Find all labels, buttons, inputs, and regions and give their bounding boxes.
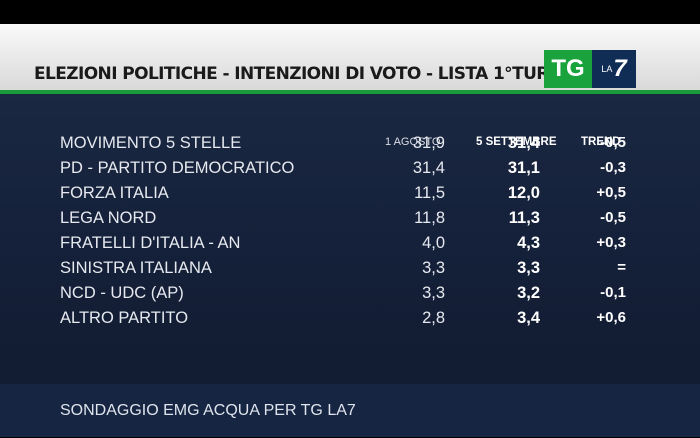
value-5-settembre: 3,2 <box>517 284 540 302</box>
value-1-agosto: 11,5 <box>414 184 445 202</box>
value-trend: -0,5 <box>600 209 626 226</box>
value-trend: -0,3 <box>600 159 626 176</box>
value-trend: -0,1 <box>600 284 626 301</box>
logo-tg: TG <box>544 50 592 88</box>
party-name: LEGA NORD <box>60 209 157 227</box>
value-trend: = <box>617 259 626 276</box>
table-row: ALTRO PARTITO 2,8 3,4 +0,6 <box>0 309 700 334</box>
party-name: NCD - UDC (AP) <box>60 284 184 302</box>
logo-7: 7 <box>613 55 627 82</box>
value-1-agosto: 3,3 <box>422 284 445 302</box>
value-5-settembre: 3,4 <box>517 309 540 327</box>
poll-panel: ELEZIONI POLITICHE - INTENZIONI DI VOTO … <box>0 24 700 437</box>
value-trend: -0,5 <box>600 134 626 151</box>
table-row: SINISTRA ITALIANA 3,3 3,3 = <box>0 259 700 284</box>
footer-bar: SONDAGGIO EMG ACQUA PER TG LA7 <box>0 384 700 437</box>
table-row: MOVIMENTO 5 STELLE 31,9 31,4 -0,5 <box>0 134 700 159</box>
source-label: SONDAGGIO EMG ACQUA PER TG LA7 <box>60 402 356 419</box>
value-1-agosto: 31,9 <box>412 134 445 152</box>
table-row: LEGA NORD 11,8 11,3 -0,5 <box>0 209 700 234</box>
col-header-1-agosto: 1 AGOSTO <box>385 136 441 148</box>
party-name: FRATELLI D'ITALIA - AN <box>60 234 241 252</box>
tg-la7-logo: TG LA 7 <box>544 50 636 88</box>
col-header-trend: TREND <box>581 136 621 148</box>
party-name: FORZA ITALIA <box>60 184 169 202</box>
table-row: FORZA ITALIA 11,5 12,0 +0,5 <box>0 184 700 209</box>
value-5-settembre: 11,3 <box>508 209 540 227</box>
value-trend: +0,6 <box>596 309 626 326</box>
value-1-agosto: 11,8 <box>414 209 445 227</box>
value-1-agosto: 31,4 <box>412 159 445 177</box>
value-1-agosto: 3,3 <box>422 259 445 277</box>
party-name: ALTRO PARTITO <box>60 309 189 327</box>
party-name: SINISTRA ITALIANA <box>60 259 212 277</box>
table-row: NCD - UDC (AP) 3,3 3,2 -0,1 <box>0 284 700 309</box>
page-title: ELEZIONI POLITICHE - INTENZIONI DI VOTO … <box>34 64 544 84</box>
table-row: FRATELLI D'ITALIA - AN 4,0 4,3 +0,3 <box>0 234 700 259</box>
value-5-settembre: 31,4 <box>507 134 540 152</box>
value-5-settembre: 12,0 <box>507 184 540 202</box>
value-5-settembre: 31,1 <box>507 159 540 177</box>
value-trend: +0,3 <box>596 234 626 251</box>
title-divider <box>0 90 700 94</box>
value-trend: +0,5 <box>596 184 626 201</box>
table-row: PD - PARTITO DEMOCRATICO 31,4 31,1 -0,3 <box>0 159 700 184</box>
value-1-agosto: 2,8 <box>422 309 445 327</box>
logo-la: LA <box>601 64 613 74</box>
col-header-5-settembre: 5 SETTEMBRE <box>476 136 557 148</box>
logo-la7: LA 7 <box>592 50 636 88</box>
party-name: PD - PARTITO DEMOCRATICO <box>60 159 295 177</box>
value-5-settembre: 3,3 <box>517 259 540 277</box>
value-1-agosto: 4,0 <box>422 234 445 252</box>
value-5-settembre: 4,3 <box>517 234 540 252</box>
party-name: MOVIMENTO 5 STELLE <box>60 134 242 152</box>
